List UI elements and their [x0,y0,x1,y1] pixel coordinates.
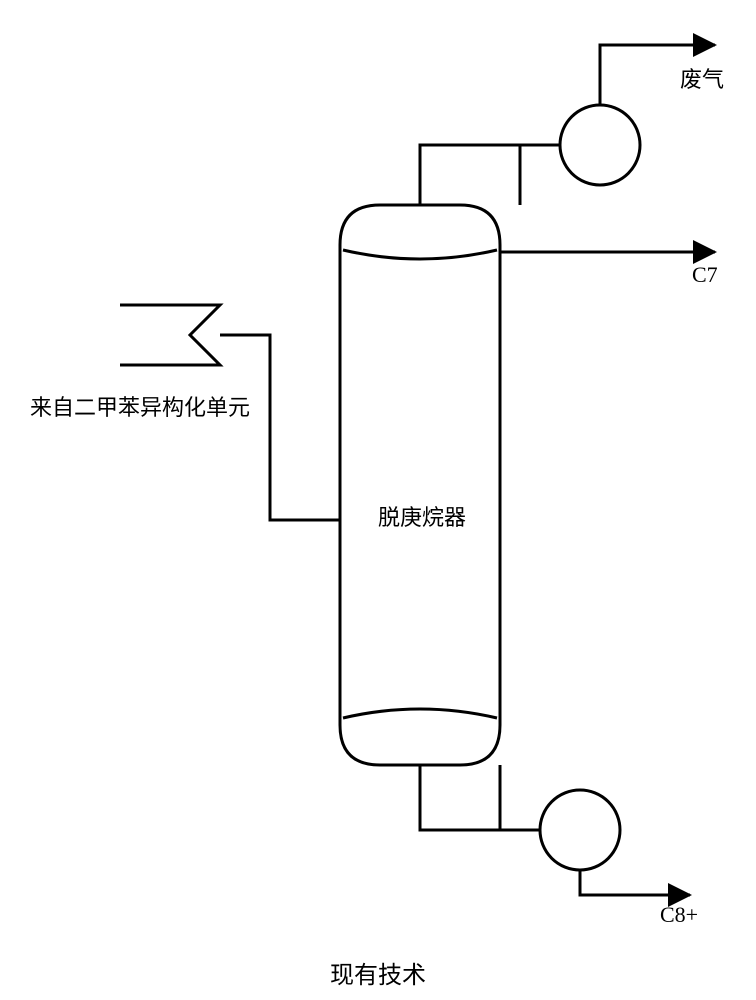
bottoms-to-reboiler [420,765,540,830]
overhead-to-condenser [420,145,560,205]
reboiler-return-line [500,765,540,830]
c8-label: C8+ [660,902,698,928]
feed-line [220,335,340,520]
deheptanizer-column [340,205,500,765]
reboiler [540,790,620,870]
column-label: 脱庚烷器 [378,500,466,532]
caption-label: 现有技术 [330,955,426,990]
diagram-canvas: 来自二甲苯异构化单元 脱庚烷器 废气 C7 C8+ 现有技术 [0,0,756,1000]
condenser [560,105,640,185]
feed-label: 来自二甲苯异构化单元 [30,390,250,422]
c8-product-line [580,870,690,895]
offgas-label: 废气 [680,62,724,94]
feed-block-arrow [120,305,220,365]
reflux-line [520,145,560,205]
c7-label: C7 [692,262,718,288]
